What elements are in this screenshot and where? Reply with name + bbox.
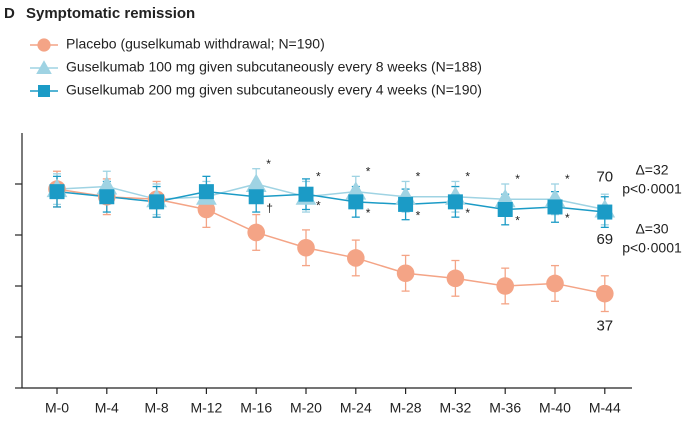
x-tick-label: M-24 [340,400,372,416]
significance-mark: * [366,206,371,220]
legend-label: Placebo (guselkumab withdrawal; N=190) [66,36,325,52]
x-tick-label: M-0 [45,400,69,416]
x-tick-label: M-8 [145,400,169,416]
marker [248,189,264,205]
significance-mark: * [565,211,570,225]
marker [497,202,513,217]
significance-mark: * [266,157,271,171]
marker [37,38,51,52]
significance-mark: * [416,209,421,223]
marker [396,264,415,283]
x-tick-label: M-20 [290,400,322,416]
legend-label: Guselkumab 200 mg given subcutaneously e… [66,82,482,98]
marker [496,277,514,295]
x-tick-label: M-16 [240,400,272,416]
annotation: Δ=30 [635,221,668,237]
marker [596,284,614,303]
significance-mark: * [366,165,371,179]
marker [298,186,314,202]
x-tick-label: M-44 [589,400,621,416]
x-tick-label: M-32 [439,400,471,416]
significance-mark: † [266,201,273,215]
marker [197,200,216,219]
x-tick-label: M-28 [390,400,422,416]
chart-title: Symptomatic remission [26,5,195,22]
annotation: p<0·0001 [622,240,682,256]
marker [546,274,564,293]
series-line [56,183,605,211]
x-tick-label: M-12 [190,400,222,416]
significance-mark: * [465,170,470,184]
marker [446,269,465,288]
marker [245,173,267,192]
significance-mark: * [465,206,470,220]
marker [247,223,265,242]
marker [198,184,214,200]
x-tick-label: M-4 [95,400,119,416]
significance-mark: * [316,170,321,184]
marker [348,194,364,210]
x-tick-label: M-40 [539,400,571,416]
marker [49,184,65,200]
significance-mark: * [515,172,520,186]
significance-mark: * [565,172,570,186]
significance-mark: * [316,198,321,212]
marker [447,194,463,210]
end-label: 37 [596,318,613,335]
significance-mark: * [416,170,421,184]
marker [297,238,315,257]
significance-mark: * [515,214,520,228]
marker [597,204,613,220]
marker [36,60,52,74]
series-line [56,188,605,295]
legend-label: Guselkumab 100 mg given subcutaneously e… [66,59,482,75]
end-label: 70 [596,168,613,185]
marker [347,249,365,267]
annotation: p<0·0001 [622,181,682,197]
marker [99,189,115,205]
annotation: Δ=32 [635,162,668,178]
marker [149,194,165,210]
marker [547,199,563,215]
marker [398,196,414,212]
end-label: 69 [596,231,613,248]
x-tick-label: M-36 [489,400,521,416]
marker [38,85,50,97]
panel-label: D [4,5,15,22]
